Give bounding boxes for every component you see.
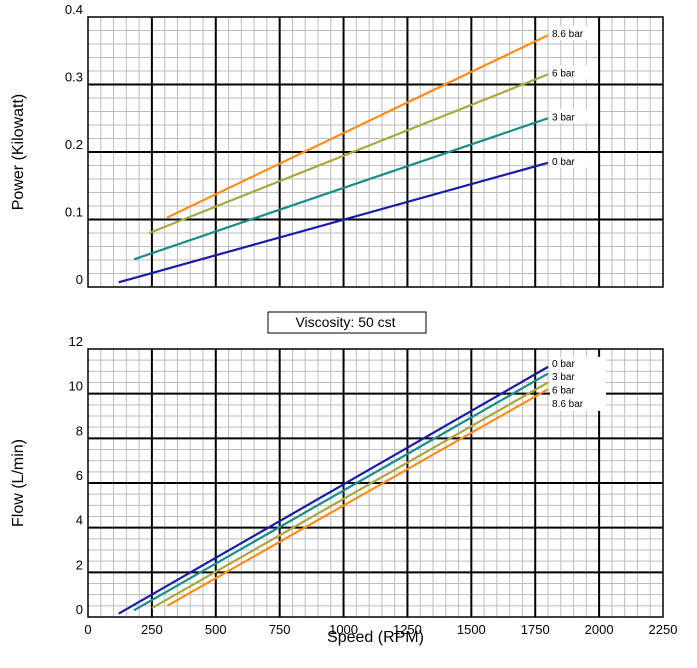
flow-plot-frame [87, 348, 664, 618]
flow-series-label-6-bar: 6 bar [552, 385, 575, 396]
flow-x-tick-label: 1750 [521, 622, 550, 637]
flow-series-line-3-bar [133, 372, 549, 612]
power-y-tick-label: 0.3 [65, 70, 83, 85]
flow-series-line-0-bar [118, 365, 549, 615]
flow-x-tick-label: 2000 [585, 622, 614, 637]
flow-y-tick-label: 12 [69, 334, 83, 349]
power-y-tick-label: 0.2 [65, 137, 83, 152]
flow-x-tick-label: 500 [205, 622, 227, 637]
power-y-tick-label: 0.1 [65, 205, 83, 220]
flow-y-tick-label: 4 [76, 513, 83, 528]
power-y-axis-title: Power (Kilowatt) [10, 94, 27, 210]
power-series-group [118, 34, 549, 284]
power-series-label-8-6-bar: 8.6 bar [552, 29, 584, 40]
flow-y-tick-label: 8 [76, 423, 83, 438]
flow-series-label-0-bar: 0 bar [552, 359, 575, 370]
flow-x-tick-label: 1000 [329, 622, 358, 637]
power-series-label-bg-0-bar [550, 153, 598, 168]
flow-series-line-8-6-bar [166, 388, 549, 607]
flow-series-labels: 0 bar 3 bar 6 bar 8.6 bar [550, 356, 606, 411]
flow-series-label-3-bar: 3 bar [552, 372, 575, 383]
flow-x-tick-label: 250 [141, 622, 163, 637]
flow-x-tick-label: 0 [84, 622, 91, 637]
flow-x-tick-label: 750 [269, 622, 291, 637]
flow-series-line-6-bar [151, 381, 549, 610]
power-series-label-3-bar: 3 bar [552, 112, 575, 123]
viscosity-annotation-text: Viscosity: 50 cst [295, 314, 395, 330]
power-series-line-0-bar [118, 161, 549, 284]
power-series-label-bg-8-6-bar [550, 26, 598, 41]
power-series-labels: 8.6 bar 6 bar 3 bar 0 bar [550, 26, 598, 168]
power-series-line-8-6-bar [166, 34, 549, 219]
power-series-label-6-bar: 6 bar [552, 68, 575, 79]
power-series-label-bg-3-bar [550, 109, 598, 124]
power-y-tick-label: 0 [76, 272, 83, 287]
flow-x-tick-label: 1500 [457, 622, 486, 637]
flow-series-labels-bg [550, 356, 606, 411]
power-series-label-bg-6-bar [550, 65, 598, 80]
power-plot-frame [87, 16, 664, 288]
flow-series-label-8-6-bar: 8.6 bar [552, 399, 584, 410]
viscosity-annotation: Viscosity: 50 cst [267, 311, 427, 334]
flow-x-tick-label: 2250 [649, 622, 678, 637]
power-series-line-3-bar [133, 117, 549, 261]
power-y-tick-label: 0.4 [65, 2, 83, 17]
flow-chart: 0 2 4 6 8 10 12 0 250 500 750 1000 1250 1500 1750 2000 2… [10, 334, 677, 646]
flow-y-tick-label: 6 [76, 468, 83, 483]
power-series-line-6-bar [148, 73, 549, 235]
viscosity-annotation-box [267, 311, 427, 334]
power-chart: 0 0.1 0.2 0.3 0.4 Power (Kilowatt) 8.6 bar 6 ba… [10, 2, 664, 288]
flow-series-group [118, 365, 549, 615]
flow-y-tick-label: 0 [76, 602, 83, 617]
flow-x-tick-label: 1250 [393, 622, 422, 637]
power-series-label-0-bar: 0 bar [552, 157, 575, 168]
flow-y-tick-label: 10 [69, 379, 83, 394]
flow-y-axis-title: Flow (L/min) [10, 439, 27, 527]
flow-x-axis-title: Speed (RPM) [327, 629, 424, 646]
flow-y-tick-label: 2 [76, 557, 83, 572]
